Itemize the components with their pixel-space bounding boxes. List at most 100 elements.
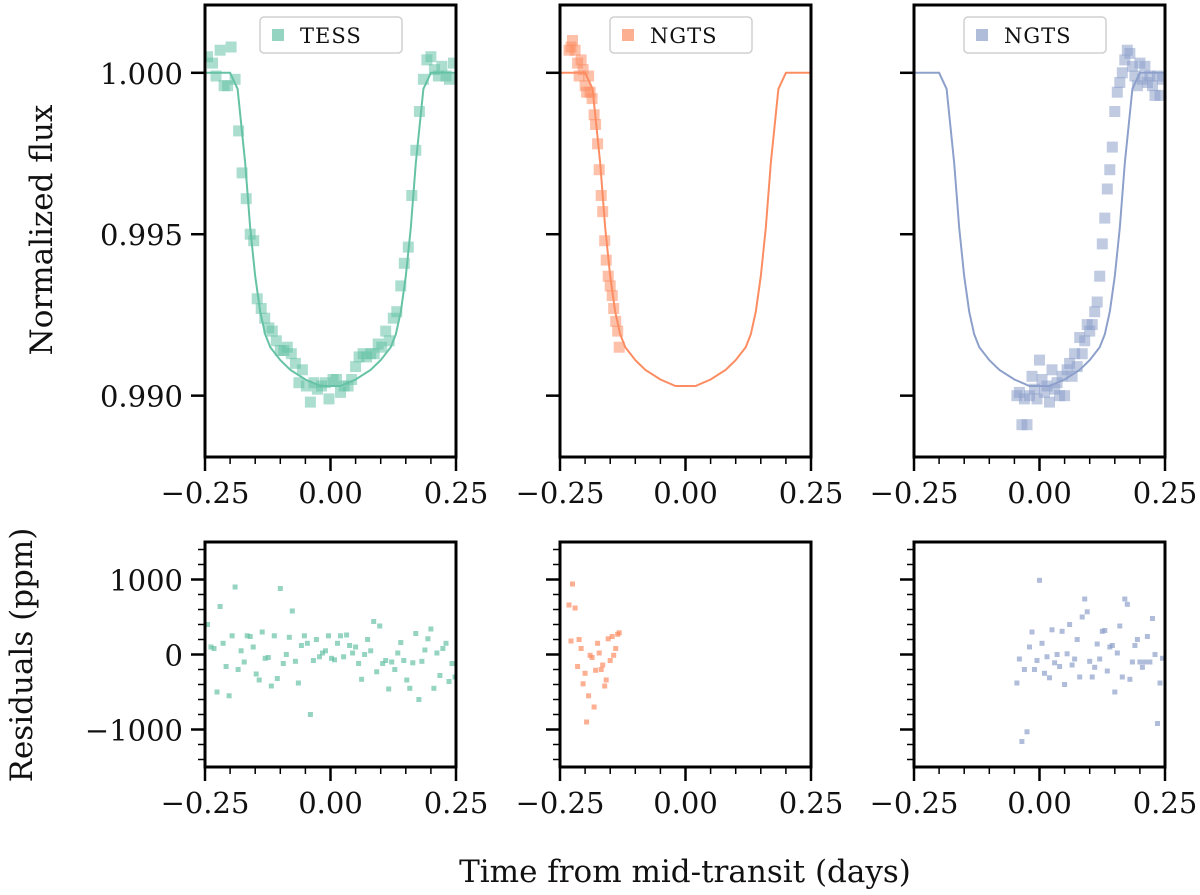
plot-area <box>566 581 622 725</box>
residual-data-point <box>598 667 604 672</box>
residual-data-point <box>575 664 581 669</box>
flux-data-point <box>281 341 293 353</box>
residual-data-point <box>1074 637 1080 642</box>
flux-data-point <box>1084 325 1096 337</box>
flux-data-point <box>1049 383 1061 395</box>
legend-box <box>259 16 403 54</box>
residual-data-point <box>591 704 597 710</box>
residual-data-point <box>1124 601 1130 607</box>
residual-data-point <box>1117 623 1123 629</box>
flux-data-point <box>368 348 380 360</box>
residual-data-point <box>313 637 319 642</box>
flux-data-point <box>222 80 234 92</box>
legend-box <box>609 16 753 54</box>
flux-data-point <box>573 70 585 82</box>
residual-data-point <box>344 632 350 638</box>
x-tick-label: −0.25 <box>516 786 605 820</box>
residual-data-point <box>1089 674 1095 680</box>
flux-data-point <box>1071 361 1083 373</box>
residual-data-point <box>332 657 337 663</box>
flux-data-point <box>1079 335 1091 347</box>
residual-data-point <box>250 644 256 650</box>
y-axis-label-residuals: Residuals (ppm) <box>4 528 40 783</box>
residual-data-point <box>371 619 377 624</box>
plot-area <box>1014 577 1165 744</box>
residual-data-point <box>395 650 401 656</box>
residual-data-point <box>1016 656 1022 662</box>
residual-data-point <box>214 689 220 695</box>
residual-data-point <box>440 646 446 651</box>
residual-data-point <box>1067 622 1073 627</box>
residual-data-point <box>1112 689 1118 695</box>
residual-data-point <box>256 677 262 683</box>
panel-frame <box>558 3 813 459</box>
flux-data-point <box>595 190 607 201</box>
x-tick-label: 0.25 <box>779 786 844 820</box>
flux-data-point <box>1114 77 1126 88</box>
flux-data-point <box>1091 296 1103 308</box>
residual-data-point <box>392 667 398 672</box>
legend-marker <box>622 29 634 41</box>
flux-data-point <box>304 396 316 408</box>
y-tick-label: −1000 <box>85 714 183 748</box>
residual-data-point <box>241 659 247 665</box>
residual-data-point <box>600 662 606 668</box>
flux-data-point <box>1086 319 1098 331</box>
flux-data-point <box>1154 89 1165 101</box>
residual-data-point <box>434 650 440 656</box>
x-axis-label: Time from mid-transit (days) <box>459 854 911 890</box>
x-tick-label: 0.00 <box>298 476 363 510</box>
flux-data-point <box>1096 238 1108 250</box>
y-tick-label: 1.000 <box>100 57 183 91</box>
plot-area <box>914 44 1165 431</box>
residual-data-point <box>613 646 619 651</box>
flux-data-point <box>425 51 437 63</box>
residual-data-point <box>377 623 383 629</box>
flux-data-point <box>1119 54 1131 66</box>
residual-data-point <box>1021 667 1027 672</box>
residual-data-point <box>572 605 578 611</box>
transit-model-line <box>205 71 456 387</box>
residual-data-point <box>380 661 386 666</box>
residual-data-point <box>301 633 307 639</box>
transit-model-line <box>914 71 1165 387</box>
flux-data-point <box>608 303 620 314</box>
y-tick-label: 0.995 <box>100 218 183 252</box>
residual-data-point <box>368 648 374 654</box>
residual-data-point <box>271 633 277 639</box>
flux-data-point <box>1089 306 1101 318</box>
flux-data-point <box>604 280 616 292</box>
residual-data-point <box>232 584 238 590</box>
flux-data-point <box>1039 386 1050 398</box>
panel-frame <box>203 3 458 459</box>
x-tick-label: 0.00 <box>298 786 363 820</box>
residual-panel-2: −0.25 0.00 0.25 <box>516 540 844 820</box>
residual-data-point <box>1032 667 1037 672</box>
flux-data-point <box>1147 80 1158 92</box>
residual-data-point <box>386 686 392 692</box>
residual-data-point <box>1064 651 1070 657</box>
flux-data-point <box>383 335 395 347</box>
residual-data-point <box>362 652 368 657</box>
x-tick-label: 0.00 <box>1007 476 1072 510</box>
flux-data-point <box>1124 47 1136 59</box>
flux-data-point <box>229 73 241 85</box>
residual-data-point <box>580 681 586 687</box>
flux-data-point <box>346 374 358 385</box>
flux-data-point <box>436 60 448 72</box>
flux-data-point <box>1116 67 1128 79</box>
flux-data-point <box>350 361 362 373</box>
flux-data-point <box>1131 80 1143 92</box>
residual-data-point <box>274 676 280 681</box>
residual-data-point <box>217 604 223 609</box>
residual-data-point <box>1129 659 1135 665</box>
residual-data-point <box>449 661 455 666</box>
residual-data-point <box>1132 643 1138 648</box>
flux-data-point <box>569 44 581 56</box>
flux-data-point <box>205 51 213 63</box>
residual-data-point <box>1044 654 1050 660</box>
residual-data-point <box>603 677 609 683</box>
flux-data-point <box>398 257 410 269</box>
residual-data-point <box>1092 664 1098 670</box>
residual-data-point <box>582 670 588 676</box>
